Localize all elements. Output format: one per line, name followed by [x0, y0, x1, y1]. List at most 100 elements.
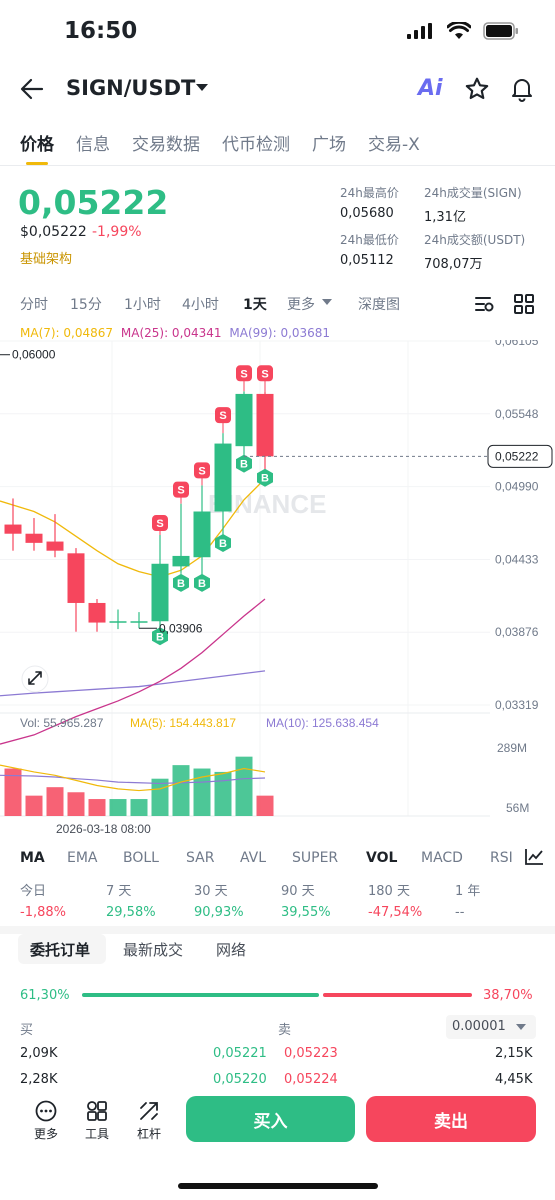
pair-title[interactable]: SIGN/USDT [66, 76, 196, 100]
ind-sar[interactable]: SAR [186, 850, 215, 866]
stat-high-label: 24h最高价 [340, 186, 399, 200]
interval-time[interactable]: 分时 [20, 297, 48, 313]
signal-icon [407, 23, 432, 39]
tab-trade-x[interactable]: 交易-X [368, 135, 420, 155]
status-bar: 16:50 [0, 0, 555, 64]
interval-4h[interactable]: 4小时 [182, 297, 219, 313]
ind-vol[interactable]: VOL [366, 850, 398, 866]
sell-ratio: 38,70% [483, 988, 533, 1003]
perf-1y-value: -- [455, 905, 465, 920]
leverage-label: 杠杆 [136, 1127, 161, 1141]
nav-header: SIGN/USDT Ai [0, 68, 555, 112]
tab-network[interactable]: 网络 [216, 941, 247, 959]
expand-icon[interactable] [21, 665, 49, 693]
ind-macd[interactable]: MACD [421, 850, 463, 866]
bid-qty: 2,09K [20, 1046, 58, 1061]
ai-icon[interactable]: Ai [418, 76, 443, 101]
vol-ma10-line [0, 774, 266, 785]
volume-bar [172, 765, 190, 816]
marker-text: S [177, 485, 184, 497]
volume-bar [88, 799, 106, 816]
home-indicator [178, 1183, 378, 1189]
candle-body [151, 563, 169, 622]
ind-boll[interactable]: BOLL [123, 850, 159, 866]
section-separator [0, 926, 555, 934]
indicator-settings-icon[interactable] [474, 294, 496, 314]
stat-high-value: 0,05680 [340, 206, 394, 221]
tab-info[interactable]: 信息 [76, 135, 110, 155]
tools-label: 工具 [84, 1127, 109, 1141]
marker-text: S [156, 518, 163, 530]
tab-recent-trades[interactable]: 最新成交 [123, 941, 184, 959]
bid-price: 0,05220 [213, 1072, 267, 1087]
price-tick: 0,03876 [495, 625, 539, 639]
perf-180d-value: -47,54% [368, 905, 423, 920]
ask-qty: 2,15K [495, 1046, 533, 1061]
tab-trading-data[interactable]: 交易数据 [132, 135, 200, 155]
candle-body [256, 393, 274, 457]
interval-depth[interactable]: 深度图 [358, 297, 400, 313]
candle-body [88, 602, 106, 623]
ind-ema[interactable]: EMA [67, 850, 98, 866]
price-tick: 0,03319 [495, 698, 539, 712]
ind-super[interactable]: SUPER [292, 850, 339, 866]
precision-select[interactable]: 0.00001 [446, 1015, 536, 1039]
tab-order-book[interactable]: 委托订单 [30, 941, 91, 959]
volume-bar [214, 771, 232, 816]
leverage-button[interactable]: 杠杆 [129, 1100, 169, 1142]
perf-90d-label: 90 天 [281, 884, 315, 899]
star-icon[interactable] [464, 76, 490, 102]
interval-1h[interactable]: 1小时 [124, 297, 161, 313]
candle-body [235, 393, 253, 447]
marker-text: B [240, 459, 248, 471]
stat-vol-sign-label: 24h成交量(SIGN) [424, 186, 522, 200]
tools-button[interactable]: 工具 [77, 1100, 117, 1142]
perf-180d-label: 180 天 [368, 884, 410, 899]
last-price: 0,05222 [18, 183, 169, 222]
interval-1d[interactable]: 1天 [243, 297, 267, 313]
ind-ma[interactable]: MA [20, 850, 45, 866]
buy-button[interactable]: 买入 [186, 1096, 355, 1142]
more-caret-icon[interactable] [322, 299, 332, 306]
book-tab-active-bg [18, 934, 106, 964]
interval-more[interactable]: 更多 [287, 297, 315, 313]
category-tag[interactable]: 基础架构 [20, 252, 73, 267]
bottom-action-bar: 更多 工具 杠杆 买入 卖出 [0, 1088, 555, 1200]
order-row[interactable]: 2,28K 0,05220 0,05224 4,45K [20, 1072, 536, 1092]
tab-token-check[interactable]: 代币检测 [222, 135, 290, 155]
bid-qty: 2,28K [20, 1072, 58, 1087]
buy-marker [236, 454, 252, 473]
marker-text: S [198, 465, 205, 477]
stat-vol-sign-value: 1,31亿 [424, 210, 466, 225]
sell-marker [257, 365, 273, 382]
stat-vol-usdt-value: 708,07万 [424, 257, 483, 272]
perf-today-label: 今日 [20, 884, 47, 899]
order-row[interactable]: 2,09K 0,05221 0,05223 2,15K [20, 1046, 536, 1066]
chart-style-icon[interactable] [524, 848, 544, 866]
perf-today-value: -1,88% [20, 905, 66, 920]
bid-header: 买 [20, 1023, 34, 1038]
buy-marker [215, 534, 231, 553]
interval-15m[interactable]: 15分 [70, 297, 102, 313]
sell-marker [194, 462, 210, 479]
tab-price[interactable]: 价格 [20, 130, 54, 165]
sell-marker [173, 481, 189, 498]
caret-down-icon[interactable] [196, 84, 208, 92]
more-button[interactable]: 更多 [26, 1100, 66, 1142]
sell-button[interactable]: 卖出 [366, 1096, 536, 1142]
marker-text: B [219, 538, 227, 550]
candle-body [214, 443, 232, 512]
grid-layout-icon[interactable] [514, 294, 534, 314]
ind-rsi[interactable]: RSI [490, 850, 513, 866]
volume-bar [151, 778, 169, 816]
back-arrow-icon[interactable] [20, 78, 44, 100]
candle-body [193, 511, 211, 558]
bell-icon[interactable] [510, 76, 534, 102]
perf-1y-label: 1 年 [455, 884, 481, 899]
ind-avl[interactable]: AVL [240, 850, 267, 866]
perf-30d-value: 90,93% [194, 905, 244, 920]
price-axis: 0,06105 0,05548 0,04990 0,04433 0,03876 0,033… [0, 340, 553, 712]
ask-price: 0,05224 [284, 1072, 338, 1087]
tab-square[interactable]: 广场 [312, 135, 346, 155]
